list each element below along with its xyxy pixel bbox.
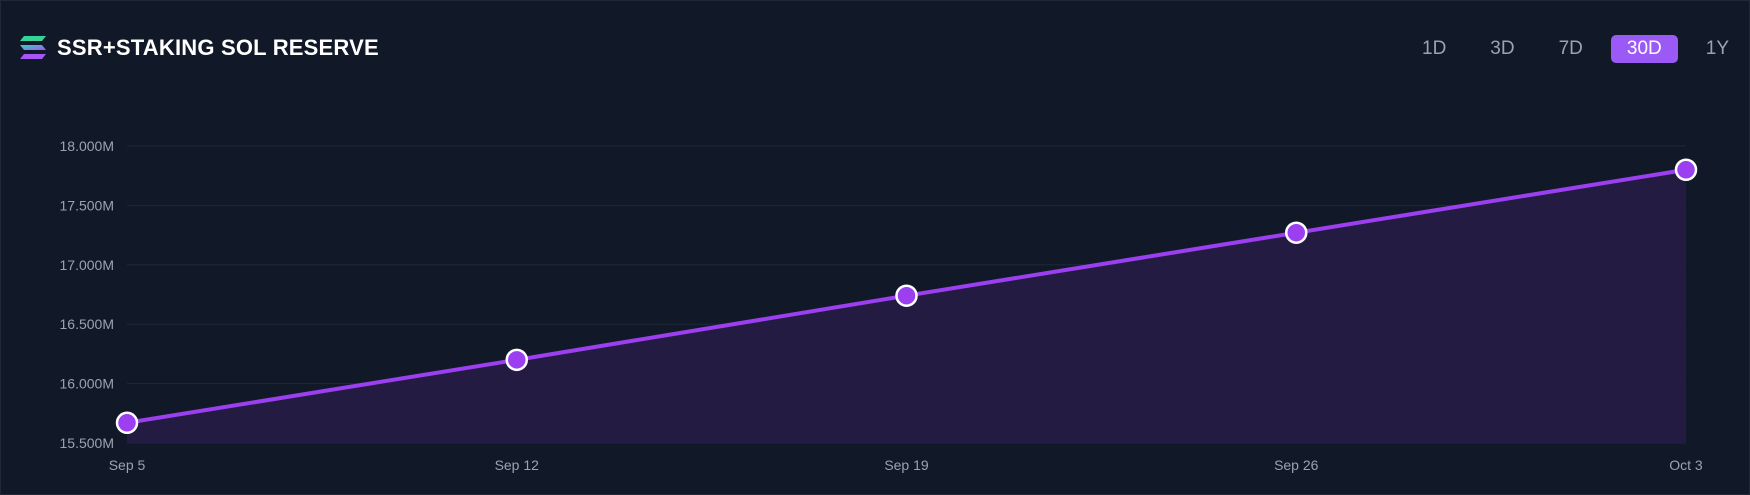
chart-header: SSR+STAKING SOL RESERVE [19,35,379,61]
time-range-selector: 1D 3D 7D 30D 1Y [1394,35,1745,63]
range-button-3d[interactable]: 3D [1490,38,1515,59]
range-button-7d[interactable]: 7D [1558,38,1583,59]
x-tick-label: Sep 12 [495,457,540,473]
range-button-30d[interactable]: 30D [1610,35,1678,63]
y-tick-label: 17.000M [60,257,114,273]
x-tick-label: Oct 3 [1669,457,1703,473]
data-point [895,284,918,307]
y-tick-label: 18.000M [60,138,114,154]
y-tick-label: 16.500M [60,316,114,332]
y-tick-label: 16.000M [60,376,114,392]
y-tick-label: 17.500M [60,197,114,213]
data-point [1674,158,1698,182]
data-point [115,411,139,435]
x-tick-label: Sep 19 [884,457,929,473]
y-tick-label: 15.500M [60,435,114,451]
chart-title: SSR+STAKING SOL RESERVE [57,35,379,60]
data-point [1285,221,1308,244]
range-button-1y[interactable]: 1Y [1705,38,1729,59]
x-tick-label: Sep 5 [109,457,146,473]
data-point [505,348,528,372]
solana-logo-icon [20,36,46,59]
x-tick-label: Sep 26 [1274,457,1319,473]
range-button-1d[interactable]: 1D [1422,38,1447,59]
